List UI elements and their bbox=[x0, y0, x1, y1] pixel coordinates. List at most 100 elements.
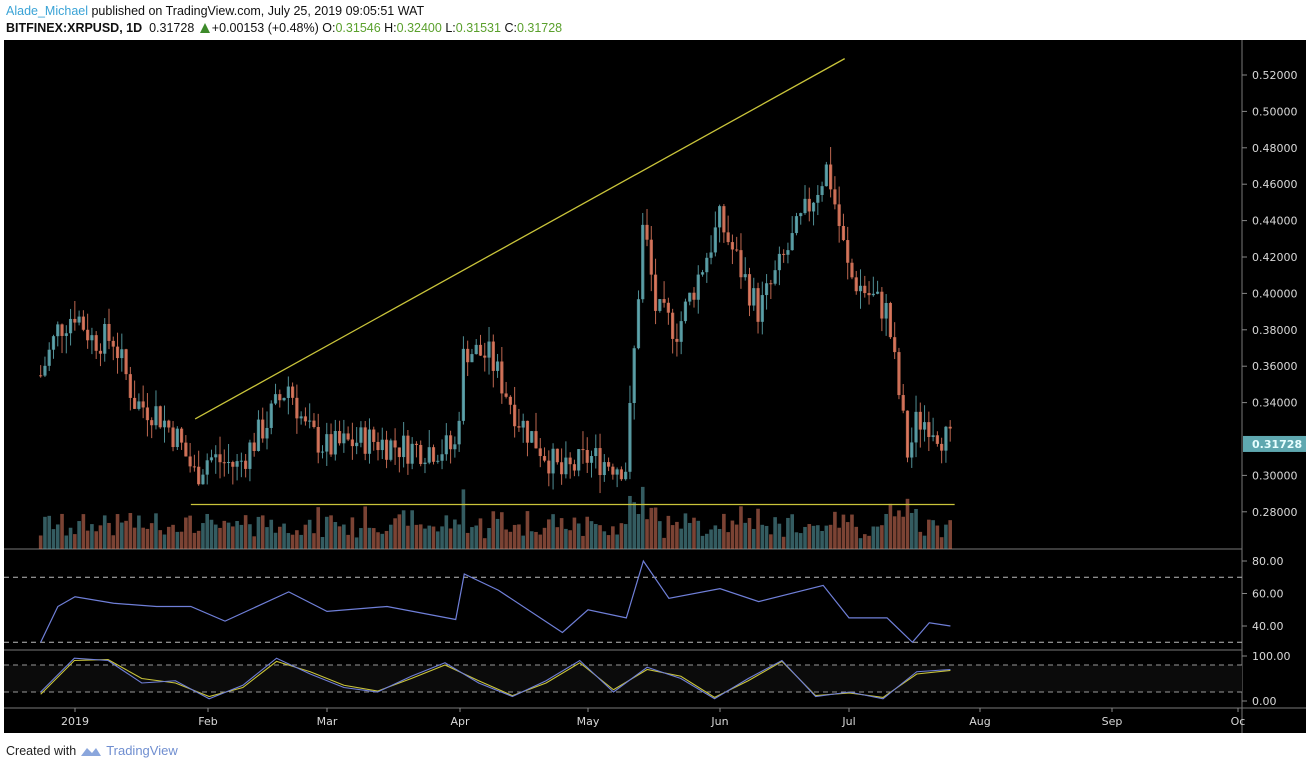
candle-body bbox=[86, 329, 90, 341]
stoch-band-fill bbox=[4, 665, 1242, 692]
candle-body bbox=[671, 312, 675, 339]
candle-body bbox=[261, 419, 265, 439]
volume-bar bbox=[179, 531, 184, 549]
volume-bar bbox=[90, 524, 94, 549]
candle-body bbox=[115, 346, 120, 359]
candle-body bbox=[316, 427, 320, 453]
volume-bar bbox=[423, 528, 427, 549]
volume-bar bbox=[867, 535, 871, 549]
volume-bar bbox=[944, 524, 948, 549]
volume-bar bbox=[606, 535, 611, 549]
candle-body bbox=[141, 401, 145, 408]
volume-bar bbox=[350, 517, 355, 549]
candle-body bbox=[636, 299, 641, 349]
candle-body bbox=[564, 457, 568, 475]
volume-bar bbox=[448, 528, 453, 549]
candle-body bbox=[389, 440, 393, 460]
volume-bar bbox=[743, 522, 748, 549]
volume-bar bbox=[269, 519, 274, 549]
chart-canvas[interactable]: 0.52000 0.50000 0.48000 0.46000 0.44000 0.420… bbox=[4, 40, 1306, 733]
candle-body bbox=[333, 431, 337, 455]
candle-body bbox=[773, 270, 777, 284]
candle-body bbox=[350, 439, 354, 447]
time-axis-label: Sep bbox=[1102, 715, 1123, 728]
candle-body bbox=[73, 318, 77, 323]
price-axis-label: 0.28000 bbox=[1252, 506, 1298, 519]
price-axis-label: 0.52000 bbox=[1252, 69, 1298, 82]
candle-body bbox=[419, 444, 423, 465]
candle-body bbox=[150, 420, 154, 426]
volume-bar bbox=[256, 516, 261, 549]
volume-bar bbox=[538, 534, 543, 549]
high-label: H: bbox=[384, 21, 397, 35]
candle-body bbox=[743, 274, 747, 278]
price-change: +0.00153 (+0.48%) bbox=[211, 21, 319, 35]
candle-body bbox=[824, 164, 828, 187]
candle-body bbox=[897, 352, 901, 396]
candle-body bbox=[611, 466, 615, 475]
volume-bar bbox=[273, 532, 278, 549]
volume-bar bbox=[312, 533, 316, 549]
tradingview-logo-icon bbox=[81, 747, 102, 756]
candle-body bbox=[927, 422, 931, 438]
candle-body bbox=[705, 257, 709, 273]
volume-bar bbox=[393, 518, 397, 549]
volume-bar bbox=[696, 520, 701, 549]
volume-bar bbox=[418, 524, 423, 549]
candle-body bbox=[244, 460, 248, 469]
candle-body bbox=[790, 233, 794, 251]
candle-body bbox=[568, 457, 572, 465]
volume-bar bbox=[132, 527, 137, 549]
candle-body bbox=[312, 420, 316, 428]
volume-bar bbox=[948, 520, 952, 549]
volume-bar bbox=[282, 523, 286, 549]
candle-body bbox=[184, 442, 188, 457]
volume-bar bbox=[38, 535, 43, 549]
high-value: 0.32400 bbox=[396, 21, 442, 35]
volume-bar bbox=[939, 537, 944, 549]
symbol-line: BITFINEX:XRPUSD, 1D 0.31728 +0.00153 (+0… bbox=[6, 21, 562, 35]
candle-body bbox=[739, 250, 743, 278]
time-axis-label: 2019 bbox=[61, 715, 89, 728]
volume-bar bbox=[64, 535, 69, 549]
volume-bar bbox=[346, 534, 350, 549]
candle-body bbox=[51, 336, 56, 350]
volume-bar bbox=[871, 526, 876, 549]
candle-body bbox=[675, 338, 679, 342]
volume-bar bbox=[51, 529, 56, 549]
candle-body bbox=[222, 462, 226, 464]
candle-body bbox=[367, 429, 372, 454]
candle-body bbox=[692, 292, 696, 300]
volume-bar bbox=[248, 524, 252, 549]
last-price: 0.31728 bbox=[149, 21, 195, 35]
candle-body bbox=[94, 335, 98, 351]
volume-bar bbox=[239, 524, 244, 549]
candle-body bbox=[538, 448, 542, 457]
candle-body bbox=[910, 442, 914, 458]
tradingview-brand-link[interactable]: TradingView bbox=[106, 743, 178, 758]
candle-body bbox=[598, 448, 602, 476]
candle-body bbox=[218, 454, 222, 463]
candle-body bbox=[867, 293, 871, 296]
volume-bar bbox=[512, 524, 517, 549]
volume-bar bbox=[888, 503, 893, 549]
volume-bar bbox=[252, 536, 256, 549]
candle-body bbox=[560, 462, 564, 475]
resistance-trendline[interactable] bbox=[194, 58, 846, 420]
volume-bar bbox=[440, 526, 444, 549]
volume-bar bbox=[884, 513, 888, 549]
volume-bar bbox=[623, 524, 628, 549]
candle-body bbox=[60, 324, 64, 336]
volume-bar bbox=[841, 514, 846, 549]
candle-body bbox=[709, 252, 713, 258]
volume-bar bbox=[265, 527, 269, 549]
candle-body bbox=[632, 348, 636, 404]
candle-body bbox=[98, 350, 103, 354]
volume-bar bbox=[640, 486, 645, 549]
volume-bar bbox=[166, 526, 171, 549]
author-link[interactable]: Alade_Michael bbox=[6, 4, 88, 18]
volume-bar bbox=[474, 525, 479, 549]
volume-bar bbox=[47, 515, 52, 549]
volume-bar bbox=[162, 534, 167, 549]
candle-body bbox=[171, 427, 175, 448]
